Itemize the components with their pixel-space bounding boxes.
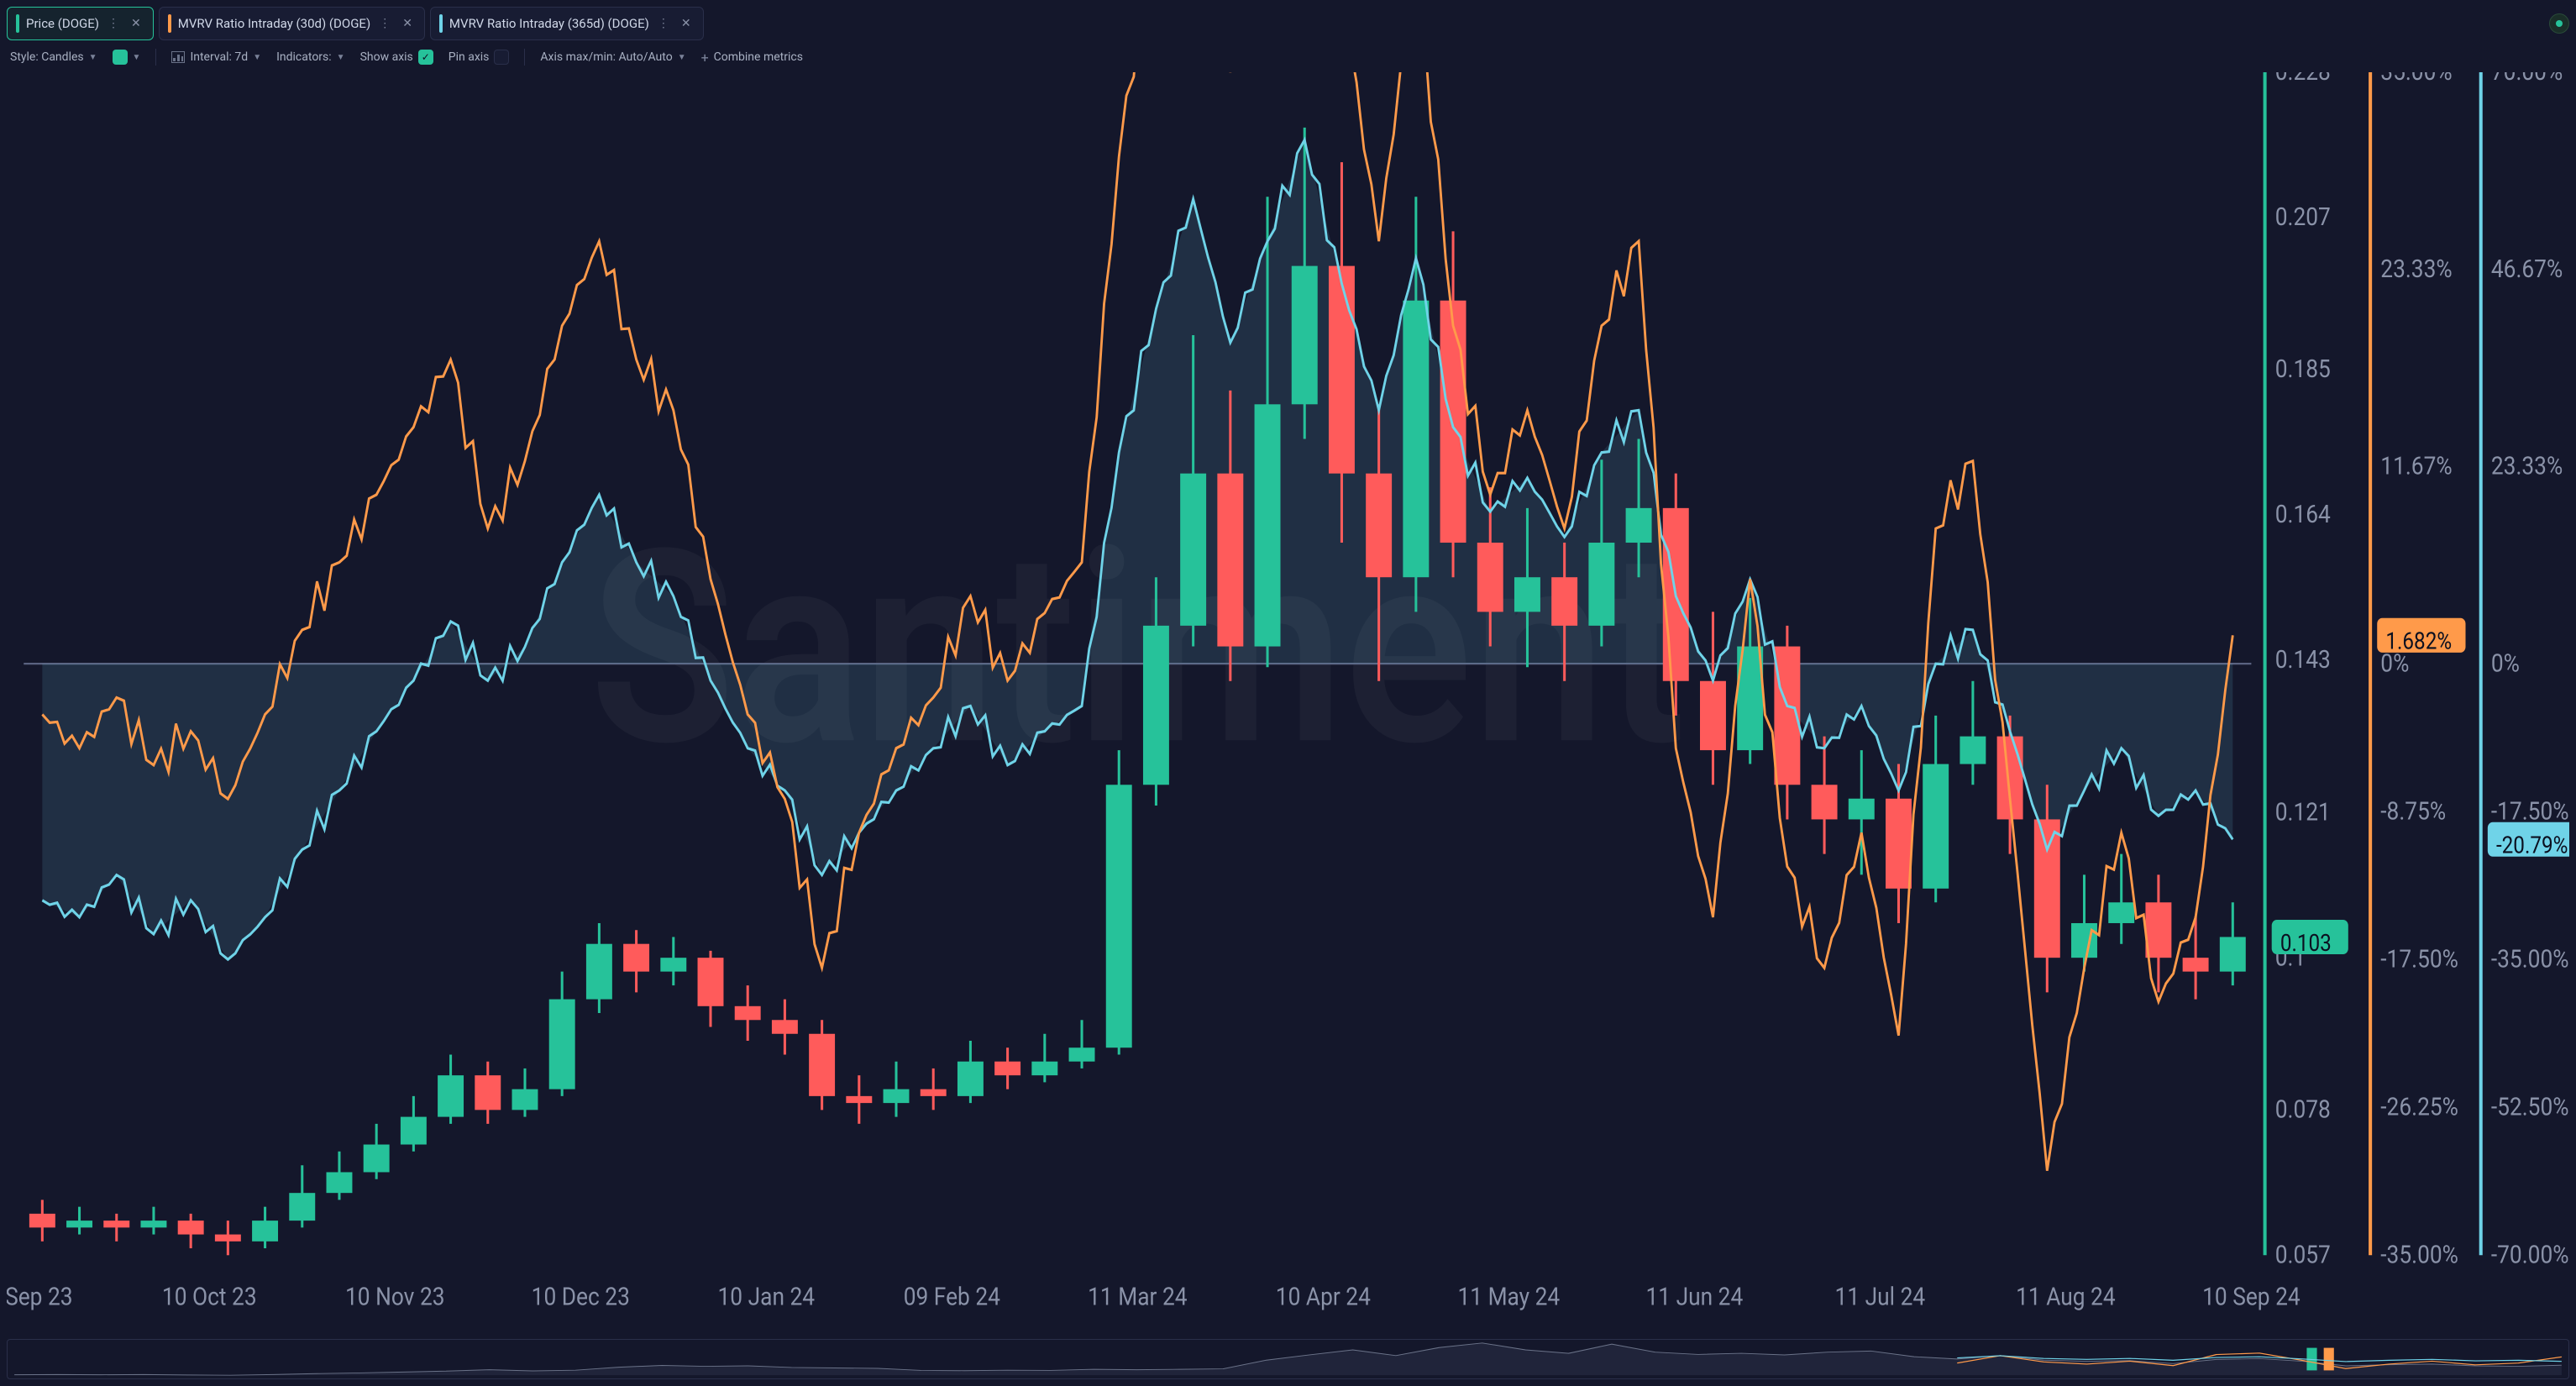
metric-tabs: Price (DOGE) ⋮ ✕ MVRV Ratio Intraday (30… [7,7,2569,40]
checkbox-on-icon: ✓ [418,50,433,65]
chart-toolbar: Style: Candles ▼ ▼ Interval: 7d ▼ Indica… [7,45,2569,72]
svg-text:0%: 0% [2491,648,2520,678]
tab-menu-icon[interactable]: ⋮ [377,17,392,30]
checkbox-off-icon [494,50,509,65]
close-icon[interactable]: ✕ [128,17,144,30]
svg-text:-52.50%: -52.50% [2491,1092,2569,1121]
svg-text:0.228: 0.228 [2275,72,2331,87]
tab-label: Price (DOGE) [26,16,99,31]
svg-text:0.207: 0.207 [2275,202,2331,232]
svg-text:-8.75%: -8.75% [2380,796,2446,826]
chevron-down-icon: ▼ [133,53,141,62]
interval-selector[interactable]: Interval: 7d ▼ [171,50,261,64]
show-axis-toggle[interactable]: Show axis ✓ [360,50,433,65]
combine-metrics-button[interactable]: + Combine metrics [701,50,803,66]
interval-icon [171,51,185,63]
svg-text:-35.00%: -35.00% [2491,944,2569,974]
tab-label: MVRV Ratio Intraday (365d) (DOGE) [449,16,649,31]
svg-text:10 Jan 24: 10 Jan 24 [718,1282,816,1311]
pin-axis-label: Pin axis [449,50,490,64]
svg-text:10 Oct 23: 10 Oct 23 [162,1282,257,1311]
svg-text:0.185: 0.185 [2275,354,2331,384]
chevron-down-icon: ▼ [89,53,97,62]
tab-marker [16,14,19,33]
svg-text:10 Nov 23: 10 Nov 23 [345,1282,445,1311]
interval-label: Interval: 7d [190,50,248,64]
close-icon[interactable]: ✕ [678,17,695,30]
status-indicator[interactable] [2549,13,2569,34]
chevron-down-icon: ▼ [253,53,261,62]
svg-text:10 Sep 24: 10 Sep 24 [2202,1282,2301,1311]
pin-axis-toggle[interactable]: Pin axis [449,50,510,65]
svg-text:0.057: 0.057 [2275,1240,2331,1269]
svg-text:0.121: 0.121 [2275,797,2331,827]
tab-marker [168,14,171,33]
tab-mvrv365[interactable]: MVRV Ratio Intraday (365d) (DOGE) ⋮ ✕ [430,7,704,40]
tab-label: MVRV Ratio Intraday (30d) (DOGE) [178,16,370,31]
axis-minmax-label: Axis max/min: Auto/Auto [540,50,672,64]
tab-price[interactable]: Price (DOGE) ⋮ ✕ [7,7,154,40]
svg-text:0.103: 0.103 [2280,930,2332,957]
color-swatch [113,50,128,65]
show-axis-label: Show axis [360,50,413,64]
tab-menu-icon[interactable]: ⋮ [656,17,671,30]
close-icon[interactable]: ✕ [399,17,416,30]
combine-label: Combine metrics [714,50,803,64]
svg-text:-20.79%: -20.79% [2496,832,2568,859]
svg-text:-17.50%: -17.50% [2491,796,2569,826]
plus-icon: + [701,50,709,66]
axis-minmax-selector[interactable]: Axis max/min: Auto/Auto ▼ [540,50,685,64]
svg-text:10 Apr 24: 10 Apr 24 [1276,1282,1371,1311]
svg-text:06 Sep 23: 06 Sep 23 [7,1282,73,1311]
svg-text:-26.25%: -26.25% [2380,1092,2458,1121]
tab-mvrv30[interactable]: MVRV Ratio Intraday (30d) (DOGE) ⋮ ✕ [159,7,425,40]
mini-chart[interactable] [7,1339,2569,1379]
svg-text:11 Mar 24: 11 Mar 24 [1088,1282,1188,1311]
svg-text:0.078: 0.078 [2275,1095,2331,1124]
svg-text:11 Aug 24: 11 Aug 24 [2016,1282,2116,1311]
chevron-down-icon: ▼ [678,53,686,62]
indicators-selector[interactable]: Indicators: ▼ [276,50,344,64]
svg-text:0.164: 0.164 [2275,500,2331,529]
svg-text:23.33%: 23.33% [2380,254,2452,283]
svg-text:35.00%: 35.00% [2380,72,2452,87]
style-color-swatch[interactable]: ▼ [113,50,141,65]
svg-text:09 Feb 24: 09 Feb 24 [904,1282,1000,1311]
svg-text:0.143: 0.143 [2275,645,2331,675]
svg-text:10 Dec 23: 10 Dec 23 [532,1282,630,1311]
svg-text:-35.00%: -35.00% [2380,1240,2458,1269]
svg-text:1.682%: 1.682% [2385,628,2452,655]
tab-marker [439,14,443,33]
svg-text:23.33%: 23.33% [2491,451,2563,480]
svg-text:11 May 24: 11 May 24 [1457,1282,1560,1311]
status-dot-inner [2556,20,2563,27]
style-label: Style: Candles [10,50,84,64]
tab-menu-icon[interactable]: ⋮ [106,17,121,30]
svg-text:-17.50%: -17.50% [2380,944,2458,974]
svg-text:46.67%: 46.67% [2491,254,2563,283]
svg-text:-70.00%: -70.00% [2491,1240,2569,1269]
indicators-label: Indicators: [276,50,332,64]
style-selector[interactable]: Style: Candles ▼ [10,50,97,64]
chevron-down-icon: ▼ [337,53,345,62]
svg-text:70.00%: 70.00% [2491,72,2563,87]
main-chart[interactable]: Santiment06 Sep 2310 Oct 2310 Nov 2310 D… [7,72,2569,1336]
svg-text:11 Jun 24: 11 Jun 24 [1645,1282,1743,1311]
divider [155,49,156,66]
svg-text:11 Jul 24: 11 Jul 24 [1835,1282,1926,1311]
svg-text:11.67%: 11.67% [2380,451,2452,480]
divider [524,49,525,66]
